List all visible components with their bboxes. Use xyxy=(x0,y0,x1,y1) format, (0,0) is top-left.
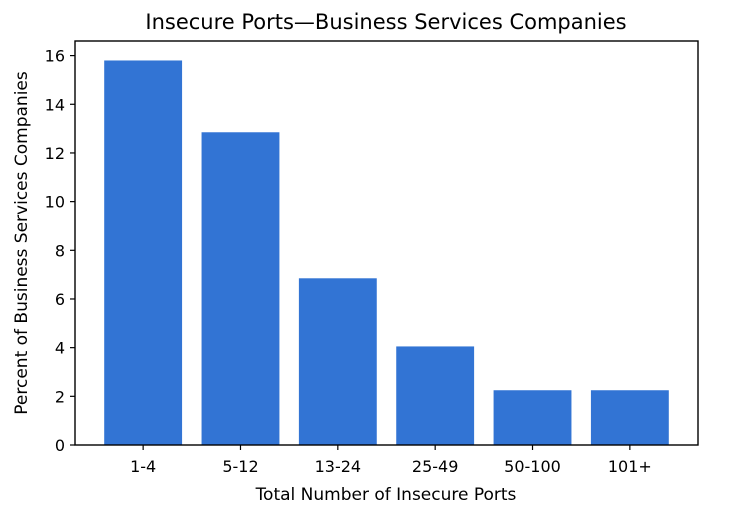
bar-50-100 xyxy=(493,390,572,445)
plot-frame xyxy=(74,40,699,446)
y-tick-label: 0 xyxy=(55,436,65,455)
bar-25-49 xyxy=(396,346,475,445)
y-tick-label: 10 xyxy=(45,193,65,212)
y-tick-label: 8 xyxy=(55,241,65,260)
x-axis-label: Total Number of Insecure Ports xyxy=(255,485,517,505)
y-tick-label: 14 xyxy=(45,95,65,114)
y-tick-label: 12 xyxy=(45,144,65,163)
bar-5-12 xyxy=(201,132,280,445)
x-axis-ticks: 1-4 5-12 13-24 25-49 50-100 101+ xyxy=(130,445,652,476)
x-tick-label: 1-4 xyxy=(130,457,156,476)
chart-title: Insecure Ports—Business Services Compani… xyxy=(145,10,626,34)
bars-group xyxy=(104,60,669,445)
y-tick-label: 2 xyxy=(55,387,65,406)
y-tick-label: 4 xyxy=(55,339,65,358)
x-tick-label: 25-49 xyxy=(412,457,459,476)
bar-101+ xyxy=(590,390,669,445)
bar-13-24 xyxy=(298,278,377,445)
x-tick-label: 50-100 xyxy=(504,457,561,476)
y-axis-ticks: 0 2 4 6 8 10 12 14 16 xyxy=(45,47,75,455)
y-axis-label: Percent of Business Services Companies xyxy=(12,71,32,415)
y-tick-label: 16 xyxy=(45,47,65,66)
y-tick-label: 6 xyxy=(55,290,65,309)
x-tick-label: 13-24 xyxy=(315,457,362,476)
x-tick-label: 5-12 xyxy=(222,457,258,476)
bar-1-4 xyxy=(104,60,183,445)
x-tick-label: 101+ xyxy=(608,457,652,476)
